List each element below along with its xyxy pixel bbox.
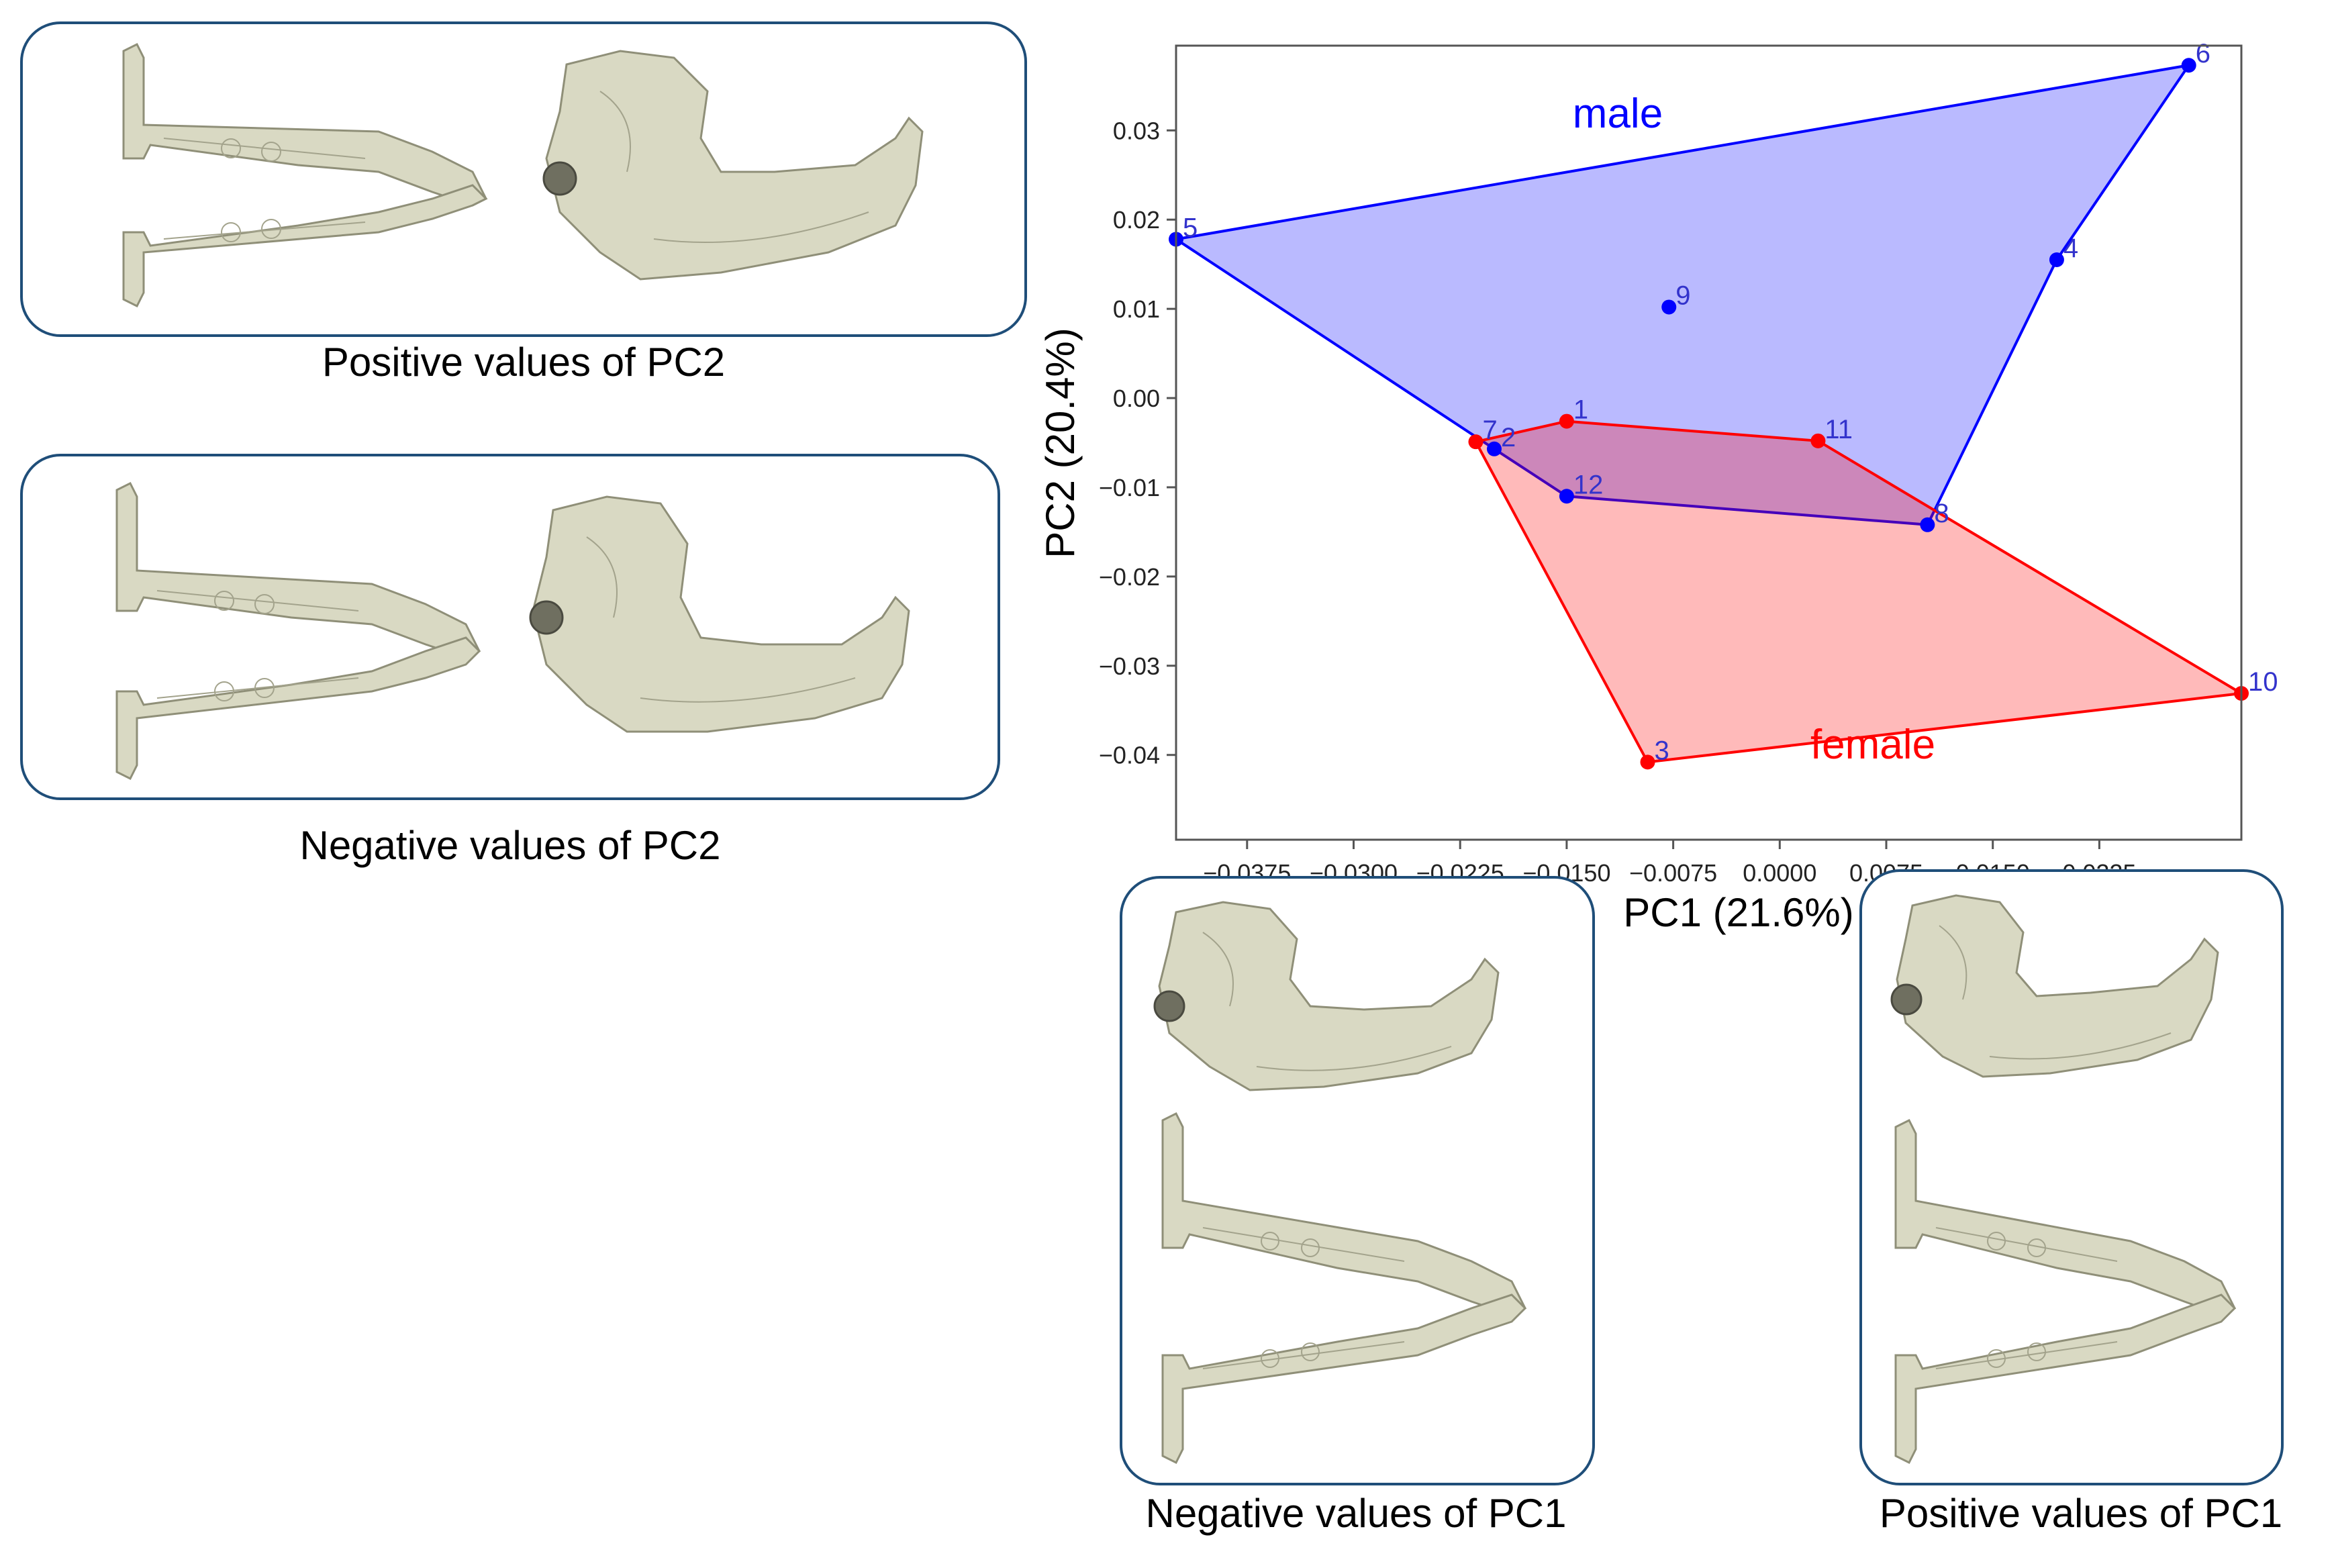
point-female-3: [1640, 754, 1655, 770]
point-label-9: 9: [1675, 281, 1690, 310]
point-male-2: [1486, 441, 1502, 456]
x-tick-label: 0.0000: [1743, 859, 1816, 887]
point-label-6: 6: [2196, 39, 2210, 68]
point-label-5: 5: [1183, 213, 1198, 242]
point-layer: 2 4 5 6 8 9 12 1 3 7 10 11: [1169, 39, 2278, 770]
point-label-3: 3: [1655, 736, 1669, 765]
point-label-8: 8: [1934, 499, 1949, 528]
point-label-1: 1: [1573, 395, 1588, 425]
y-tick-label: 0.03: [1113, 117, 1160, 144]
y-tick-label: −0.02: [1099, 563, 1160, 591]
point-label-2: 2: [1501, 423, 1516, 452]
y-tick-label: −0.03: [1099, 652, 1160, 680]
y-tick-label: 0.02: [1113, 206, 1160, 234]
mandible-dorsal-view: [1894, 1118, 2237, 1465]
pc2-positive-caption: Positive values of PC2: [322, 340, 726, 385]
annotation-male: male: [1573, 91, 1663, 137]
x-axis-label: PC1 (21.6%): [1623, 890, 1853, 935]
y-axis-label: PC2 (20.4%): [1038, 328, 1083, 558]
point-female-1: [1559, 413, 1574, 429]
point-label-4: 4: [2063, 234, 2078, 263]
y-tick-label: 0.01: [1113, 295, 1160, 323]
hull-layer: [1172, 63, 2246, 764]
pc2-negative-caption: Negative values of PC2: [299, 823, 721, 868]
mandible-dorsal-view: [1161, 1112, 1527, 1465]
y-tick-label: −0.01: [1099, 474, 1160, 501]
pc1-negative-caption: Negative values of PC1: [1145, 1491, 1567, 1536]
plot-frame: [1175, 44, 2243, 841]
hull-female: [1473, 420, 2246, 764]
point-label-7: 7: [1482, 415, 1497, 445]
pc1-negative-panel: [1120, 876, 1595, 1485]
point-male-8: [1920, 517, 1935, 532]
point-label-10: 10: [2248, 667, 2278, 697]
point-male-6: [2181, 58, 2196, 73]
mandible-lateral-view: [1890, 894, 2219, 1078]
mandible-lateral-view: [1153, 901, 1500, 1091]
annotation-female: female: [1810, 722, 1935, 768]
point-male-4: [2049, 252, 2064, 268]
point-male-12: [1559, 489, 1574, 504]
point-label-12: 12: [1573, 470, 1604, 499]
y-tick-label: −0.04: [1099, 742, 1160, 769]
point-male-9: [1661, 299, 1677, 315]
x-tick-label: −0.0075: [1629, 859, 1717, 887]
mandible-lateral-view: [529, 495, 910, 733]
point-female-7: [1468, 434, 1484, 450]
mandible-dorsal-view: [122, 42, 488, 308]
mandible-lateral-view: [542, 50, 924, 281]
pc2-positive-panel: [20, 21, 1027, 337]
point-female-11: [1810, 433, 1826, 448]
pc1-positive-panel: [1859, 869, 2284, 1485]
mandible-dorsal-view: [115, 481, 481, 781]
pc1-positive-caption: Positive values of PC1: [1879, 1491, 2283, 1536]
y-tick-label: 0.00: [1113, 385, 1160, 412]
pc2-negative-panel: [20, 454, 1000, 800]
point-label-11: 11: [1825, 415, 1853, 444]
